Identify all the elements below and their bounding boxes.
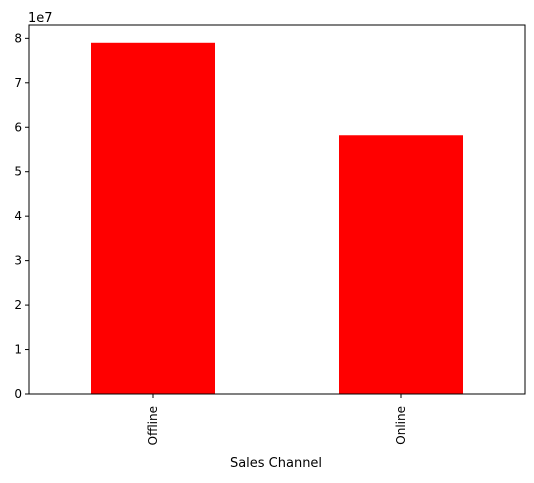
y-tick-label: 2: [14, 298, 22, 312]
y-tick-label: 6: [14, 120, 22, 134]
x-axis-title: Sales Channel: [230, 456, 322, 471]
y-tick-label: 8: [14, 31, 22, 45]
y-tick-label: 3: [14, 254, 22, 268]
bars-layer: [91, 42, 463, 394]
plot-frame: [28, 24, 526, 395]
y-tick-label: 5: [14, 165, 22, 179]
y-tick-label: 0: [14, 387, 22, 401]
y-tick-label: 1: [14, 343, 22, 357]
bar-offline: [91, 42, 215, 394]
y-axis-offset-label: 1e7: [28, 11, 53, 26]
y-tick-label: 7: [14, 76, 22, 90]
bar-online: [339, 135, 463, 394]
x-tick-label: Online: [394, 406, 408, 445]
x-tick-label: Offline: [146, 406, 160, 445]
y-tick-label: 4: [14, 209, 22, 223]
axes-layer: Offline Online 0 1 2 3 4 5 6 7 8: [14, 24, 526, 445]
